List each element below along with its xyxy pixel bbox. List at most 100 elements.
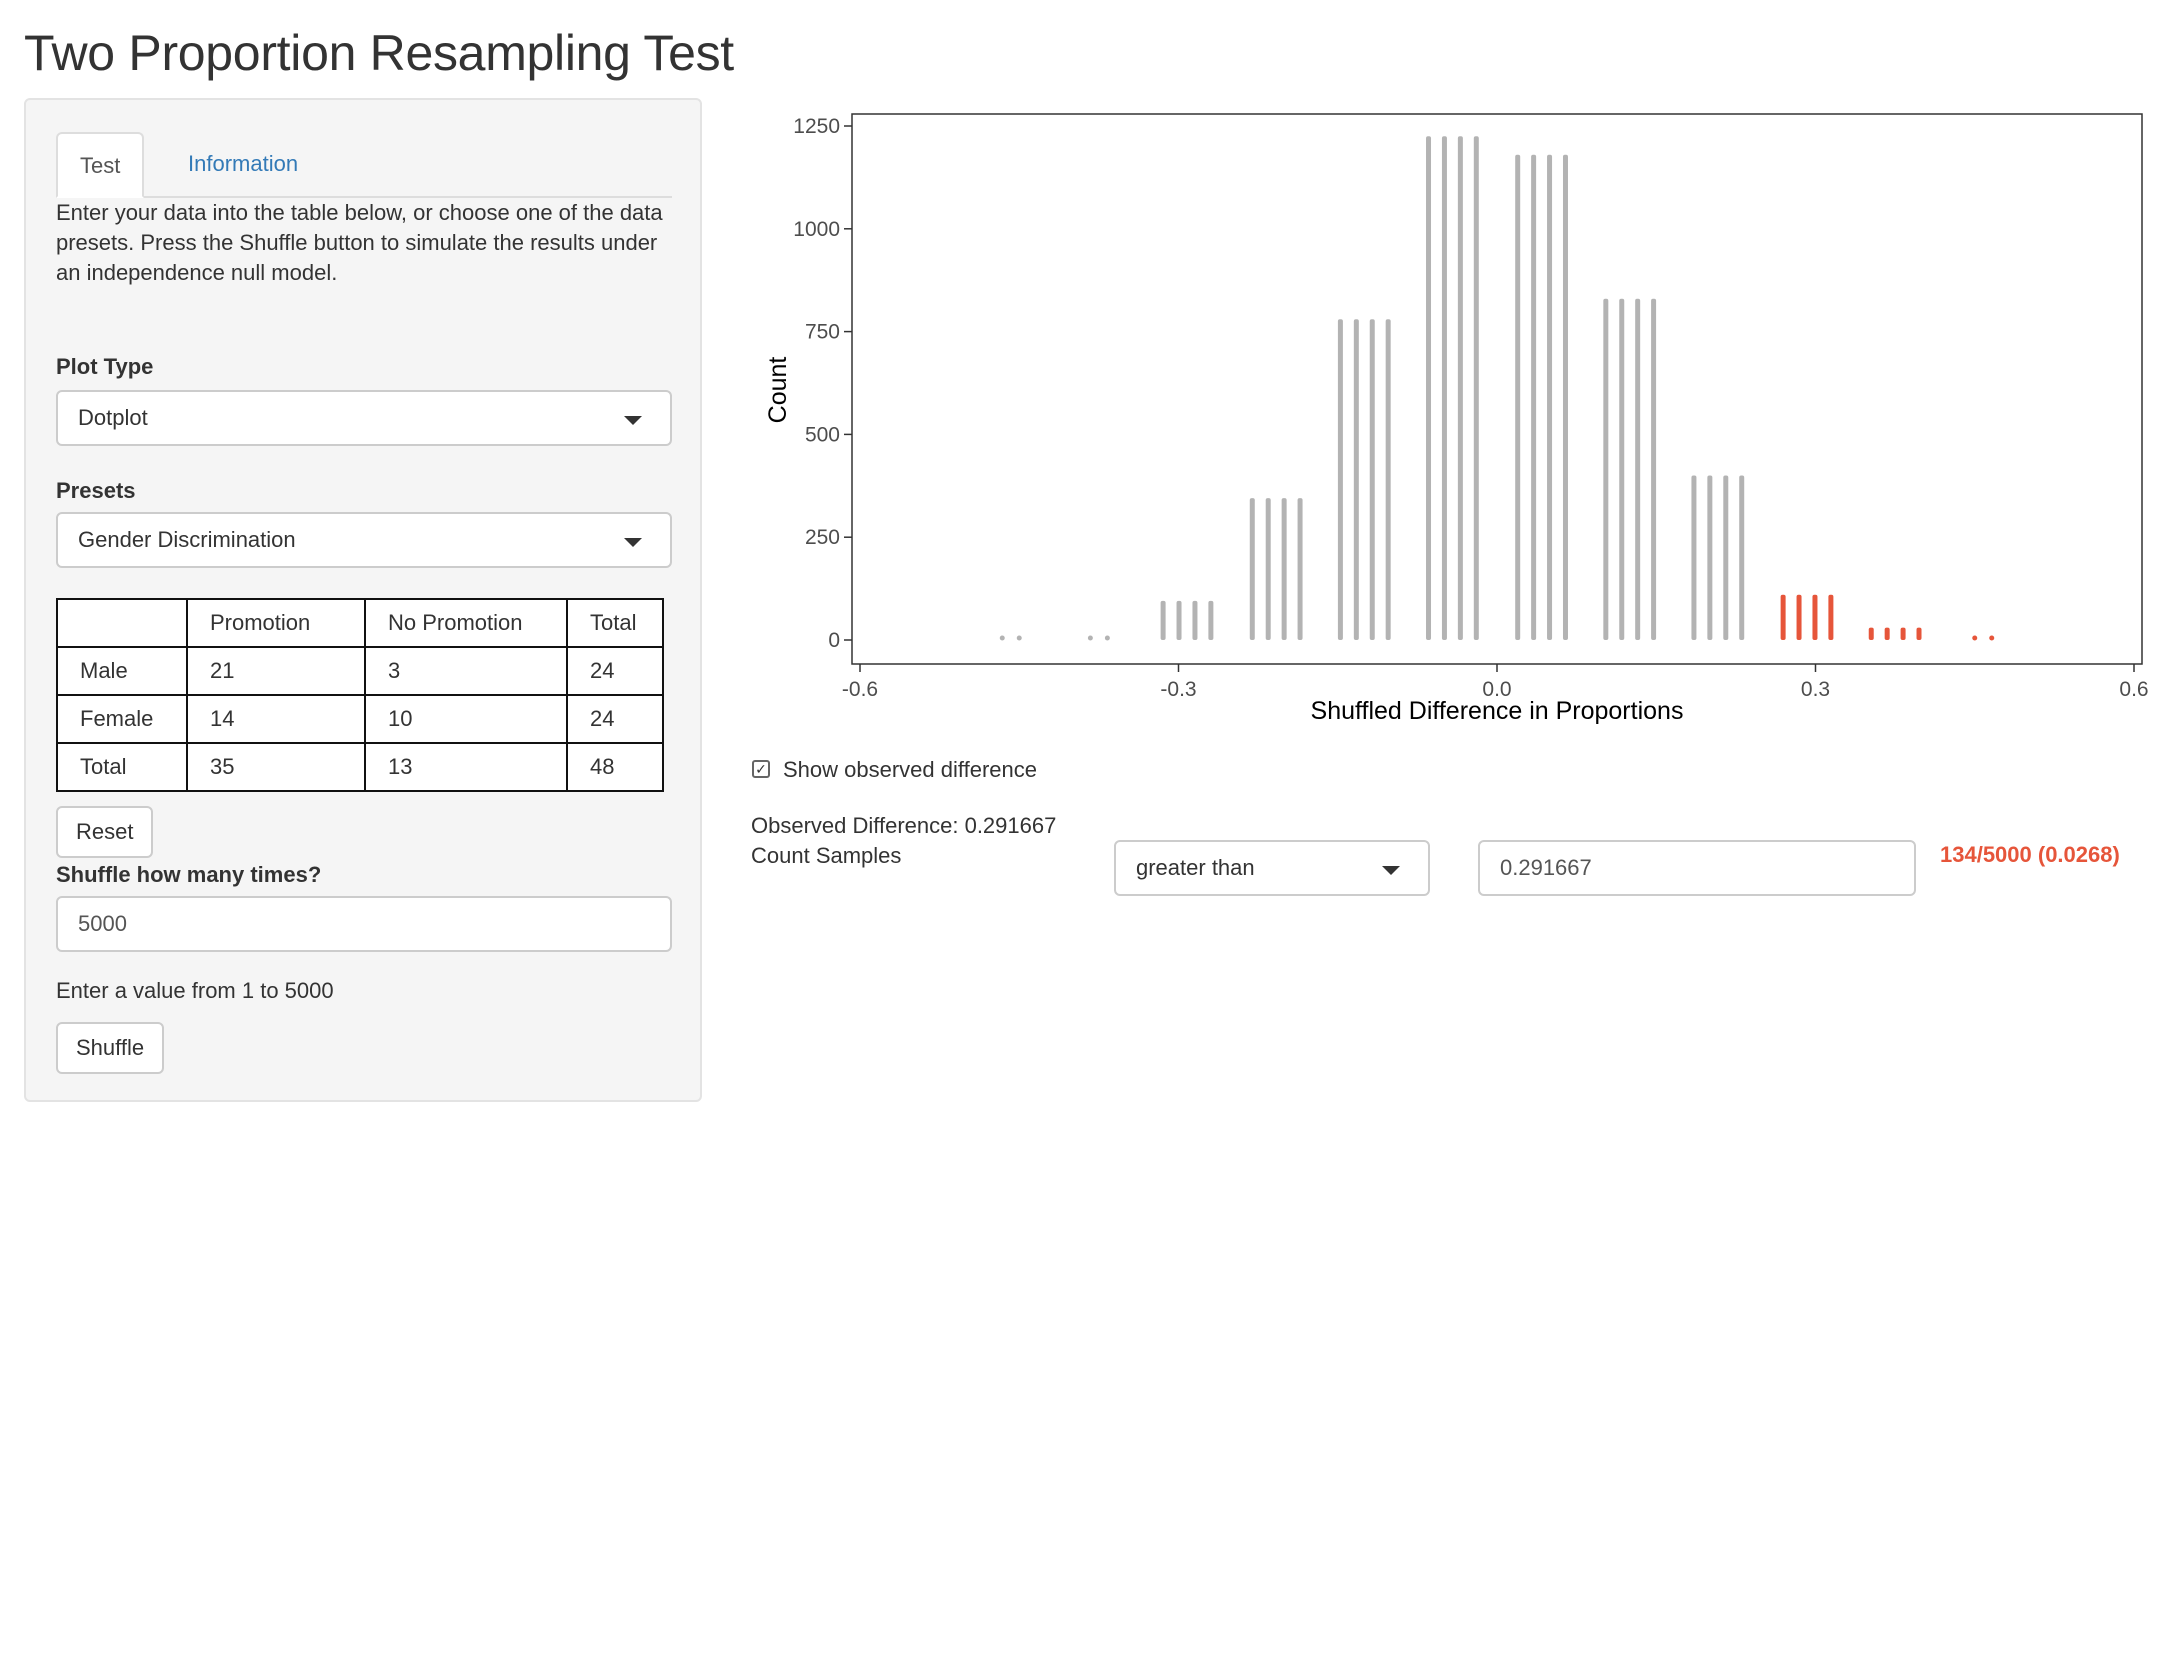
table-row: Total 35 13 48: [56, 742, 664, 792]
threshold-input[interactable]: 0.291667: [1478, 840, 1916, 896]
show-observed-label: Show observed difference: [783, 757, 1037, 782]
dot-stack: [1176, 600, 1182, 640]
dot-stack: [1691, 475, 1697, 640]
x-tick-label: -0.3: [1160, 678, 1196, 701]
table-row: Female 14 10 24: [56, 694, 664, 744]
intro-text: Enter your data into the table below, or…: [56, 200, 663, 285]
axis-ticks: -0.6 -0.3 0.0 0.3 0.6 0 250 500 750 1000 1250: [793, 115, 2148, 701]
dot-stack: [1796, 594, 1802, 640]
plot-panel: [851, 113, 2143, 665]
dot-stack: [1812, 594, 1818, 640]
contingency-table: Promotion No Promotion Total Male 21 3 2…: [56, 598, 664, 792]
table-header-cell: Total: [566, 598, 664, 648]
shuffle-times-label: Shuffle how many times?: [56, 862, 322, 887]
y-tick-label: 250: [805, 526, 840, 549]
dot-stack: [1828, 594, 1834, 640]
dot-mark: [1016, 635, 1022, 641]
dot-stack: [1916, 627, 1922, 640]
dot-stack: [1780, 594, 1786, 640]
dot-marks: [999, 136, 1995, 641]
direction-select[interactable]: greater than: [1114, 840, 1430, 896]
dot-stack: [1369, 319, 1375, 640]
dot-stack: [1281, 498, 1287, 640]
x-axis-title: Shuffled Difference in Proportions: [1311, 697, 1684, 725]
table-header-cell: [56, 598, 188, 648]
dot-stack: [1208, 600, 1214, 640]
tab-information[interactable]: Information: [188, 151, 299, 176]
dot-mark: [1104, 635, 1110, 641]
page-title: Two Proportion Resampling Test: [24, 25, 734, 81]
dot-stack: [1619, 298, 1625, 640]
dot-mark: [1972, 635, 1978, 641]
table-row: Male 21 3 24: [56, 646, 664, 696]
table-cell: 13: [364, 742, 568, 792]
chevron-down-icon: [1382, 866, 1400, 875]
dot-stack: [1723, 475, 1729, 640]
dot-mark: [999, 635, 1005, 641]
table-cell: 24: [566, 694, 664, 744]
table-cell: 35: [186, 742, 366, 792]
table-header-cell: No Promotion: [364, 598, 568, 648]
dot-stack: [1297, 498, 1303, 640]
x-tick-label: 0.6: [2119, 678, 2148, 701]
dot-stack: [1884, 627, 1890, 640]
dot-stack: [1635, 298, 1641, 640]
y-axis-title: Count: [764, 357, 792, 424]
table-cell[interactable]: 3: [364, 646, 568, 696]
plot-type-select[interactable]: Dotplot: [56, 390, 672, 446]
shuffle-button[interactable]: Shuffle: [56, 1022, 165, 1074]
table-cell[interactable]: 21: [186, 646, 366, 696]
checkmark-icon: ✓: [755, 761, 767, 777]
dot-stack: [1426, 136, 1432, 640]
shuffle-times-help: Enter a value from 1 to 5000: [56, 978, 334, 1003]
y-tick-label: 1000: [793, 218, 840, 241]
reset-button[interactable]: Reset: [56, 806, 154, 858]
table-header-row: Promotion No Promotion Total: [56, 598, 664, 648]
show-observed-checkbox[interactable]: ✓: [752, 760, 770, 778]
chevron-down-icon: [624, 416, 642, 425]
dot-stack: [1707, 475, 1713, 640]
shuffle-times-input[interactable]: 5000: [56, 896, 672, 952]
dot-stack: [1531, 154, 1537, 640]
dot-stack: [1353, 319, 1359, 640]
presets-select[interactable]: Gender Discrimination: [56, 512, 672, 568]
dot-stack: [1868, 627, 1874, 640]
direction-value: greater than: [1136, 855, 1255, 880]
dot-stack: [1473, 136, 1479, 640]
x-tick-label: 0.0: [1482, 678, 1511, 701]
dot-stack: [1900, 627, 1906, 640]
dot-stack: [1192, 600, 1198, 640]
dot-stack: [1547, 154, 1553, 640]
sidebar-panel: Test Information Enter your data into th…: [24, 98, 702, 1102]
dot-stack: [1160, 600, 1166, 640]
y-tick-label: 1250: [793, 115, 840, 138]
row-label: Female: [56, 694, 188, 744]
table-cell: 48: [566, 742, 664, 792]
row-label: Total: [56, 742, 188, 792]
table-cell[interactable]: 10: [364, 694, 568, 744]
plot-type-label: Plot Type: [56, 354, 154, 379]
dot-stack: [1441, 136, 1447, 640]
dotplot-chart: -0.6 -0.3 0.0 0.3 0.6 0 250 500 750 1000 1250 Shuf…: [764, 113, 2149, 725]
dot-stack: [1249, 498, 1255, 640]
tab-bar: Test Information: [56, 132, 672, 198]
dot-mark: [1087, 635, 1093, 641]
dot-stack: [1651, 298, 1657, 640]
y-tick-label: 0: [828, 629, 840, 652]
tab-test[interactable]: Test: [56, 132, 145, 198]
table-cell[interactable]: 14: [186, 694, 366, 744]
table-cell: 24: [566, 646, 664, 696]
dot-stack: [1457, 136, 1463, 640]
observed-difference-text: Observed Difference: 0.291667: [751, 813, 1057, 838]
dot-stack: [1337, 319, 1343, 640]
dot-stack: [1562, 154, 1568, 640]
dot-stack: [1739, 475, 1745, 640]
table-header-cell: Promotion: [186, 598, 366, 648]
row-label: Male: [56, 646, 188, 696]
y-tick-label: 750: [805, 321, 840, 344]
result-count: 134/5000 (0.0268): [1940, 842, 2120, 867]
chevron-down-icon: [624, 538, 642, 547]
dot-stack: [1603, 298, 1609, 640]
dot-stack: [1515, 154, 1521, 640]
plot-type-value: Dotplot: [78, 405, 148, 430]
